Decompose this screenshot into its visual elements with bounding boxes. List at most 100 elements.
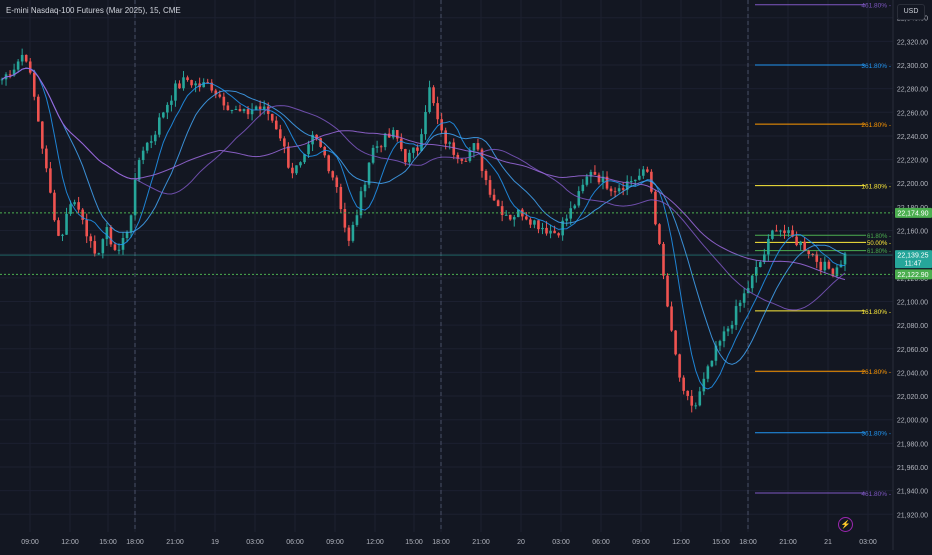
candle-body [601, 176, 605, 183]
candle-body [456, 154, 460, 159]
candle-body [400, 138, 403, 150]
candle-body [787, 230, 790, 234]
candle-body [504, 214, 508, 216]
candle-body [49, 168, 52, 193]
moving-averages [1, 67, 846, 390]
y-tick-label: 22,060.00 [897, 347, 928, 354]
y-tick-label: 22,300.00 [897, 63, 928, 70]
fib-label: 261.80% - [861, 369, 891, 376]
candle-body [633, 179, 637, 182]
candle-body [391, 130, 395, 138]
candle-body [234, 109, 238, 111]
candle-body [484, 170, 488, 181]
y-tick-label: 22,260.00 [897, 110, 928, 117]
candle-body [363, 184, 367, 192]
candle-body [763, 254, 766, 263]
candles [0, 48, 847, 413]
price-axis: 22,340.0022,320.0022,300.0022,280.0022,2… [892, 0, 932, 550]
candle-body [843, 253, 847, 265]
candle-body [404, 149, 407, 163]
candle-body [69, 204, 72, 214]
candle-body [262, 106, 266, 110]
candle-body [174, 83, 177, 101]
candle-body [629, 181, 633, 183]
candle-body [758, 262, 762, 268]
candle-body [537, 220, 540, 230]
candle-body [202, 82, 205, 88]
candle-body [153, 134, 157, 142]
x-tick-label: 06:00 [286, 539, 304, 546]
currency-button[interactable]: USD [897, 4, 925, 20]
price-badge [895, 207, 932, 218]
price-badge-text: 22,174.90 [897, 210, 928, 217]
candle-body [81, 209, 84, 220]
candle-body [65, 213, 68, 235]
candle-body [238, 109, 242, 112]
candle-body [730, 324, 734, 329]
candle-body [569, 208, 573, 219]
candle-body [553, 230, 556, 234]
candle-body [270, 113, 274, 121]
candle-body [319, 138, 322, 147]
candle-body [565, 218, 568, 221]
x-tick-label: 21:00 [472, 539, 490, 546]
moving-average-line [1, 67, 846, 281]
x-tick-label: 15:00 [405, 539, 423, 546]
candle-body [686, 390, 689, 396]
fib-label: 361.80% - [861, 431, 891, 438]
candle-body [158, 117, 161, 135]
candle-body [61, 234, 64, 236]
fib-label: 361.80% - [861, 63, 891, 70]
candle-body [230, 109, 234, 111]
candle-body [375, 146, 379, 148]
candle-body [654, 191, 657, 225]
candle-body [395, 130, 399, 139]
candle-body [597, 174, 601, 183]
x-tick-label: 21 [824, 539, 832, 546]
candle-body [521, 209, 524, 217]
moving-average-line [1, 67, 846, 390]
candle-body [287, 146, 290, 168]
x-tick-label: 06:00 [592, 539, 610, 546]
x-tick-label: 21:00 [779, 539, 797, 546]
candle-body [379, 146, 383, 148]
candle-body [658, 224, 661, 244]
x-tick-label: 21:00 [166, 539, 184, 546]
candle-body [133, 179, 137, 216]
fib-label: 461.80% - [861, 3, 891, 10]
x-tick-label: 03:00 [246, 539, 264, 546]
candle-body [24, 54, 28, 62]
candle-body [710, 360, 714, 367]
candle-body [448, 142, 452, 144]
candle-body [589, 171, 593, 177]
x-tick-label: 03:00 [859, 539, 877, 546]
candle-body [0, 79, 4, 81]
fib-label: 161.80% - [861, 309, 891, 316]
y-tick-label: 21,940.00 [897, 489, 928, 496]
candle-body [355, 215, 359, 225]
candle-body [492, 194, 496, 201]
price-badge-text: 22,122.90 [897, 272, 928, 279]
candle-body [698, 391, 702, 406]
candle-body [807, 251, 810, 255]
bolt-icon[interactable]: ⚡ [838, 517, 853, 532]
candle-body [93, 241, 97, 254]
candle-body [460, 158, 464, 161]
x-tick-label: 12:00 [672, 539, 690, 546]
candle-body [738, 302, 742, 307]
candle-body [129, 215, 133, 233]
candle-body [605, 176, 609, 189]
candle-body [109, 227, 113, 245]
x-tick-label: 09:00 [632, 539, 650, 546]
y-tick-label: 21,980.00 [897, 441, 928, 448]
candle-body [194, 83, 197, 86]
price-badge [895, 269, 932, 280]
candle-body [20, 54, 24, 62]
grid [0, 0, 893, 532]
y-tick-label: 22,040.00 [897, 370, 928, 377]
candle-body [105, 227, 109, 240]
candle-body [750, 275, 754, 289]
candle-body [803, 241, 806, 252]
